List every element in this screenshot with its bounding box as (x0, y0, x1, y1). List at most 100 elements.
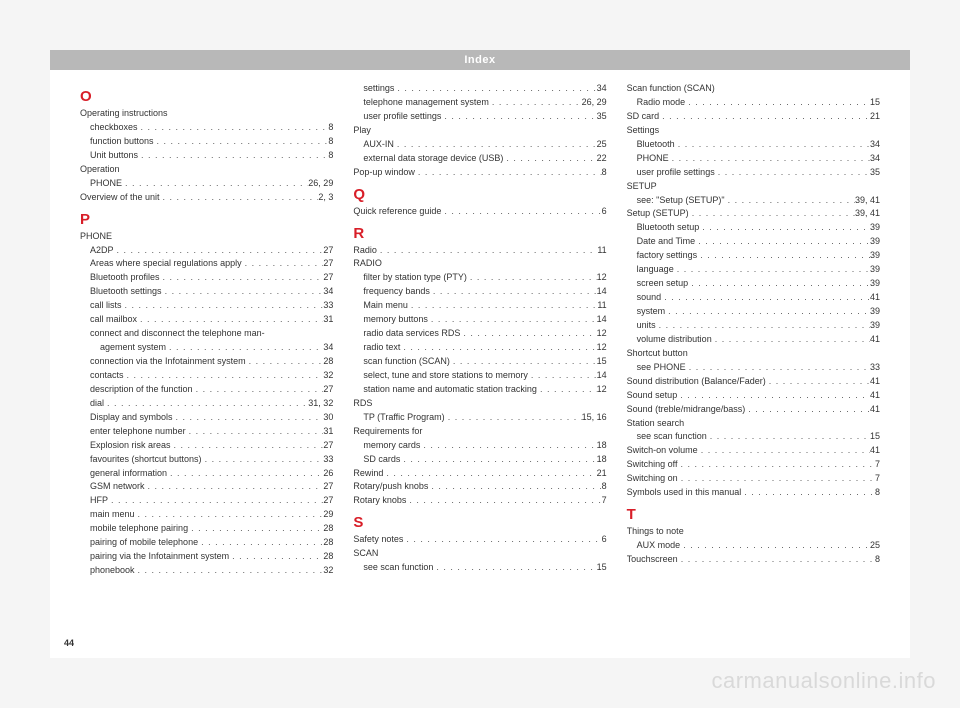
index-entry-page: 33 (323, 299, 333, 313)
index-entry-page: 39 (870, 221, 880, 235)
index-entry: memory buttons . . . . . . . . . . . . .… (353, 313, 606, 327)
index-entry-page: 27 (323, 271, 333, 285)
index-entry-label: call lists (90, 299, 122, 313)
index-entry: favourites (shortcut buttons) . . . . . … (80, 453, 333, 467)
index-entry-page: 41 (870, 444, 880, 458)
leader-dots: . . . . . . . . . . . . . . . . . . . . … (162, 285, 324, 299)
index-entry: station name and automatic station track… (353, 383, 606, 397)
index-entry-label: main menu (90, 508, 135, 522)
index-entry: see: "Setup (SETUP)" . . . . . . . . . .… (627, 194, 880, 208)
leader-dots: . . . . . . . . . . . . . . . . . . . . … (394, 138, 597, 152)
index-entry: Rewind . . . . . . . . . . . . . . . . .… (353, 467, 606, 481)
page-number: 44 (64, 638, 74, 648)
index-entry-label: HFP (90, 494, 108, 508)
leader-dots: . . . . . . . . . . . . . . . . . . . . … (766, 375, 870, 389)
index-entry: dial . . . . . . . . . . . . . . . . . .… (80, 397, 333, 411)
index-entry-page: 7 (875, 472, 880, 486)
leader-dots: . . . . . . . . . . . . . . . . . . . . … (408, 299, 597, 313)
index-entry-label: AUX-IN (363, 138, 394, 152)
index-entry: connect and disconnect the telephone man… (80, 327, 333, 341)
leader-dots: . . . . . . . . . . . . . . . . . . . . … (198, 536, 323, 550)
index-entry: Operation (80, 163, 333, 177)
index-content: OOperating instructionscheckboxes . . . … (50, 70, 910, 578)
index-entry: checkboxes . . . . . . . . . . . . . . .… (80, 121, 333, 135)
index-entry: Touchscreen . . . . . . . . . . . . . . … (627, 553, 880, 567)
index-entry: A2DP . . . . . . . . . . . . . . . . . .… (80, 244, 333, 258)
index-entry: screen setup . . . . . . . . . . . . . .… (627, 277, 880, 291)
index-entry-label: RADIO (353, 257, 382, 271)
index-entry-label: Explosion risk areas (90, 439, 171, 453)
leader-dots: . . . . . . . . . . . . . . . . . . . . … (698, 444, 870, 458)
index-entry: Switch-on volume . . . . . . . . . . . .… (627, 444, 880, 458)
index-entry-label: Operation (80, 163, 120, 177)
index-entry-label: Play (353, 124, 371, 138)
index-entry: AUX-IN . . . . . . . . . . . . . . . . .… (353, 138, 606, 152)
index-entry-label: Bluetooth profiles (90, 271, 160, 285)
index-entry-page: 14 (597, 313, 607, 327)
index-entry-page: 39 (870, 319, 880, 333)
index-entry: agement system . . . . . . . . . . . . .… (80, 341, 333, 355)
index-entry-label: settings (363, 82, 394, 96)
index-entry-page: 28 (323, 550, 333, 564)
index-entry: Bluetooth . . . . . . . . . . . . . . . … (627, 138, 880, 152)
leader-dots: . . . . . . . . . . . . . . . . . . . . … (377, 244, 597, 258)
index-entry-label: Switch-on volume (627, 444, 698, 458)
index-entry: Unit buttons . . . . . . . . . . . . . .… (80, 149, 333, 163)
index-letter: S (353, 514, 606, 531)
index-entry-page: 11 (597, 244, 606, 258)
index-entry: Play (353, 124, 606, 138)
leader-dots: . . . . . . . . . . . . . . . . . . . . … (420, 439, 596, 453)
index-entry-page: 32 (323, 369, 333, 383)
leader-dots: . . . . . . . . . . . . . . . . . . . . … (108, 494, 323, 508)
index-entry: Requirements for (353, 425, 606, 439)
index-entry-page: 15 (597, 561, 607, 575)
index-entry-page: 25 (870, 539, 880, 553)
index-entry-label: see scan function (363, 561, 433, 575)
leader-dots: . . . . . . . . . . . . . . . . . . . . … (154, 135, 329, 149)
index-entry: mobile telephone pairing . . . . . . . .… (80, 522, 333, 536)
index-entry-page: 41 (870, 403, 880, 417)
index-entry: TP (Traffic Program) . . . . . . . . . .… (353, 411, 606, 425)
index-entry: Bluetooth profiles . . . . . . . . . . .… (80, 271, 333, 285)
index-entry-label: connect and disconnect the telephone man… (90, 327, 265, 341)
index-entry-page: 39, 41 (855, 194, 880, 208)
index-entry: volume distribution . . . . . . . . . . … (627, 333, 880, 347)
index-entry: Areas where special regulations apply . … (80, 257, 333, 271)
index-entry-page: 41 (870, 389, 880, 403)
index-entry-page: 7 (875, 458, 880, 472)
index-entry: Radio mode . . . . . . . . . . . . . . .… (627, 96, 880, 110)
index-entry-label: system (637, 305, 666, 319)
leader-dots: . . . . . . . . . . . . . . . . . . . . … (441, 205, 601, 219)
index-entry-label: Settings (627, 124, 660, 138)
leader-dots: . . . . . . . . . . . . . . . . . . . . … (242, 257, 324, 271)
index-entry-label: Sound setup (627, 389, 678, 403)
leader-dots: . . . . . . . . . . . . . . . . . . . . … (441, 110, 596, 124)
index-entry: telephone management system . . . . . . … (353, 96, 606, 110)
leader-dots: . . . . . . . . . . . . . . . . . . . . … (661, 291, 870, 305)
index-entry-label: Bluetooth settings (90, 285, 162, 299)
index-column-2: settings . . . . . . . . . . . . . . . .… (353, 82, 606, 578)
index-entry-page: 27 (323, 383, 333, 397)
index-entry-label: select, tune and store stations to memor… (363, 369, 528, 383)
index-entry-label: Quick reference guide (353, 205, 441, 219)
index-entry: Display and symbols . . . . . . . . . . … (80, 411, 333, 425)
index-column-3: Scan function (SCAN)Radio mode . . . . .… (627, 82, 880, 578)
index-entry-page: 8 (328, 135, 333, 149)
index-entry-page: 12 (597, 383, 607, 397)
index-entry-page: 14 (597, 369, 607, 383)
index-entry: select, tune and store stations to memor… (353, 369, 606, 383)
index-entry-page: 22 (597, 152, 607, 166)
index-entry: GSM network . . . . . . . . . . . . . . … (80, 480, 333, 494)
leader-dots: . . . . . . . . . . . . . . . . . . . . … (202, 453, 324, 467)
index-entry-label: Sound distribution (Balance/Fader) (627, 375, 766, 389)
index-entry-label: telephone management system (363, 96, 489, 110)
index-entry-label: Switching on (627, 472, 678, 486)
index-entry-page: 2, 3 (318, 191, 333, 205)
index-entry-page: 31, 32 (308, 397, 333, 411)
index-entry: PHONE (80, 230, 333, 244)
leader-dots: . . . . . . . . . . . . . . . . . . . . … (400, 341, 596, 355)
leader-dots: . . . . . . . . . . . . . . . . . . . . … (138, 149, 328, 163)
index-entry-page: 14 (597, 285, 607, 299)
index-entry-page: 8 (328, 121, 333, 135)
index-entry: Date and Time . . . . . . . . . . . . . … (627, 235, 880, 249)
